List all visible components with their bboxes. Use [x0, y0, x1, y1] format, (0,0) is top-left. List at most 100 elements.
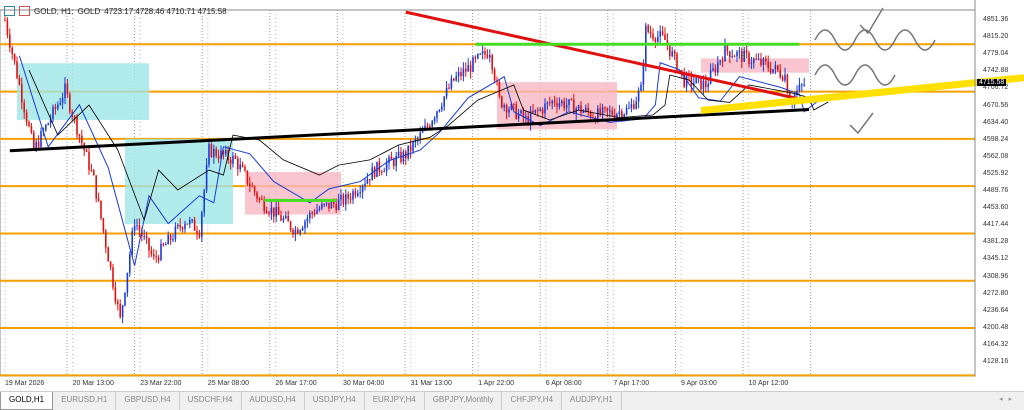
candle-body [757, 58, 760, 60]
candle-body [585, 107, 587, 111]
candle-body [393, 159, 395, 167]
candle-body [337, 199, 340, 210]
candle-body [345, 194, 347, 205]
candle-body [383, 171, 385, 173]
candle-body [649, 31, 652, 34]
price-tick-label: 4706.72 [983, 84, 1009, 92]
symbol-description: GOLD [77, 6, 101, 16]
candle-body [661, 31, 664, 35]
candle-body [731, 56, 733, 58]
time-tick-label: 9 Apr 03:00 [681, 380, 717, 387]
candle-body [253, 186, 256, 193]
candle-body [690, 75, 693, 86]
candle-body [513, 103, 515, 105]
candle-body [287, 215, 289, 222]
candle-body [673, 51, 676, 54]
candle-body [47, 123, 49, 125]
candle-body [659, 31, 661, 37]
price-tick-label: 4742.88 [983, 67, 1009, 75]
candle-body [640, 84, 642, 91]
candle-body [570, 99, 573, 101]
candle-body [633, 104, 635, 109]
candle-body [760, 58, 762, 65]
time-tick-label: 30 Mar 04:00 [343, 380, 385, 387]
candle-body [525, 116, 527, 119]
tab-audusd-h4[interactable]: AUDUSD,H4 [242, 392, 305, 410]
candle-body [664, 34, 666, 40]
tab-scroll-arrows[interactable]: ◂ ▸ [999, 396, 1012, 403]
price-tick-label: 4670.56 [983, 101, 1009, 109]
candle-body [100, 200, 102, 219]
price-tick-label: 4417.44 [983, 221, 1009, 229]
tab-gold-h1[interactable]: GOLD,H1 [0, 392, 54, 410]
price-tick-label: 4345.12 [983, 255, 1009, 263]
candle-body [553, 100, 556, 104]
candle-body [342, 194, 345, 205]
candle-body [241, 164, 244, 167]
candle-body [539, 109, 541, 111]
candle-body [630, 104, 633, 108]
candle-body [181, 227, 184, 230]
candle-body [107, 247, 109, 262]
tab-gbpjpy-monthly[interactable]: GBPJPY,Monthly [425, 392, 503, 410]
price-tick-label: 4236.64 [983, 306, 1009, 314]
time-tick-label: 26 Mar 17:00 [275, 380, 317, 387]
candle-body [450, 78, 453, 89]
candle-body [772, 69, 774, 73]
candle-body [297, 229, 299, 234]
candle-body [364, 183, 366, 187]
candle-body [45, 124, 47, 131]
candle-body [549, 102, 551, 104]
candle-body [743, 50, 745, 62]
candle-body [155, 256, 157, 258]
candle-body [121, 305, 124, 317]
candle-body [21, 84, 23, 103]
candle-body [25, 112, 28, 123]
candle-body [637, 90, 640, 102]
candle-body [136, 225, 138, 227]
candle-body [707, 83, 709, 88]
candle-body [258, 198, 261, 200]
candle-body [469, 65, 472, 72]
candle-body [774, 65, 777, 70]
candle-body [205, 164, 208, 191]
tab-gbpusd-h4[interactable]: GBPUSD,H4 [116, 392, 180, 410]
time-tick-label: 7 Apr 17:00 [613, 380, 650, 387]
candle-body [198, 233, 201, 237]
candle-body [268, 212, 270, 214]
candle-body [263, 199, 265, 211]
candle-body [721, 60, 724, 62]
candle-body [30, 126, 33, 133]
candle-body [153, 254, 155, 257]
candle-body [117, 301, 119, 304]
candle-body [681, 70, 683, 73]
tab-eurjpy-h4[interactable]: EURJPY,H4 [365, 392, 425, 410]
chart-properties-icon[interactable] [19, 6, 30, 16]
candle-body [239, 164, 241, 170]
candle-body [333, 201, 335, 204]
chart-list-icon[interactable] [4, 6, 15, 16]
candle-body [705, 80, 707, 88]
candle-body [544, 103, 546, 114]
time-tick-label: 19 Mar 2026 [5, 380, 45, 387]
candle-body [385, 163, 388, 172]
candle-body [282, 218, 285, 221]
tab-audjpy-h1[interactable]: AUDJPY,H1 [562, 392, 622, 410]
candle-body [748, 52, 750, 64]
tab-chfjpy-h4[interactable]: CHFJPY,H4 [502, 392, 563, 410]
tab-usdjpy-h4[interactable]: USDJPY,H4 [305, 392, 365, 410]
price-tick-label: 4634.40 [983, 118, 1009, 126]
candle-body [628, 107, 630, 109]
candle-body [798, 84, 801, 91]
tab-eurusd-h1[interactable]: EURUSD,H1 [53, 392, 117, 410]
candle-body [277, 206, 280, 216]
candle-body [251, 186, 253, 188]
ichimoku-cloud [701, 58, 809, 73]
tab-usdchf-h4[interactable]: USDCHF,H4 [180, 392, 242, 410]
current-price-label: 4715.58 [977, 79, 1007, 86]
candle-body [97, 198, 100, 201]
candle-body [702, 80, 705, 90]
candle-body [501, 96, 503, 108]
candle-body [719, 60, 721, 63]
